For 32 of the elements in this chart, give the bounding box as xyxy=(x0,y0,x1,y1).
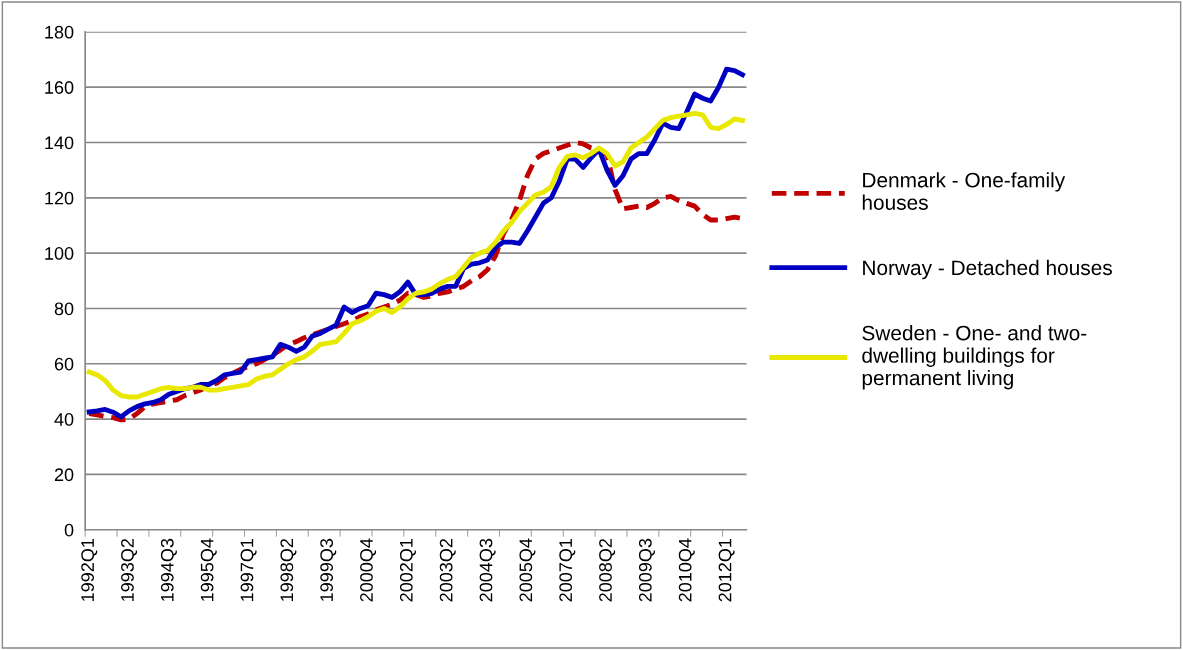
y-tick-label: 120 xyxy=(45,191,74,205)
y-tick-label: 40 xyxy=(54,413,74,426)
x-tick-label: 1998Q2 xyxy=(280,538,297,601)
x-tick-label: 2005Q4 xyxy=(519,538,536,602)
x-tick-label: 1997Q1 xyxy=(240,538,257,601)
x-tick-label: 2004Q3 xyxy=(479,538,496,602)
y-tick-label: 160 xyxy=(45,81,74,94)
x-tick-label: 1992Q1 xyxy=(81,538,98,601)
y-tick-label: 100 xyxy=(45,247,74,260)
x-tick-label: 2008Q2 xyxy=(599,538,616,602)
y-tick-label: 60 xyxy=(54,357,74,371)
x-tick-label: 1993Q2 xyxy=(121,538,138,601)
y-tick-label: 140 xyxy=(45,136,74,150)
x-tick-label: 1995Q4 xyxy=(200,538,217,601)
legend-label: Sweden - One- and two- dwelling buildings for permanent living xyxy=(862,325,1087,390)
y-tick-label: 180 xyxy=(45,25,74,39)
legend-label: Norway - Detached houses xyxy=(863,259,1112,280)
x-tick-label: 2000Q4 xyxy=(360,538,377,602)
x-tick-label: 2009Q3 xyxy=(638,538,655,602)
x-tick-label: 2007Q1 xyxy=(559,538,576,602)
y-tick-label: 20 xyxy=(54,468,74,482)
line-series xyxy=(86,66,745,420)
y-tick-label: 0 xyxy=(64,523,74,537)
x-tick-label: 2012Q1 xyxy=(718,538,735,602)
x-tick-label: 2003Q2 xyxy=(439,538,456,602)
legend-label: Denmark - One-family houses xyxy=(862,172,1066,210)
x-tick-label: 2010Q4 xyxy=(678,538,695,602)
x-tick-label: 2002Q1 xyxy=(399,538,416,602)
y-tick-label: 80 xyxy=(54,302,74,316)
x-tick-label: 1999Q3 xyxy=(320,538,337,601)
line-series xyxy=(86,111,745,400)
x-tick-label: 1994Q3 xyxy=(160,538,177,601)
